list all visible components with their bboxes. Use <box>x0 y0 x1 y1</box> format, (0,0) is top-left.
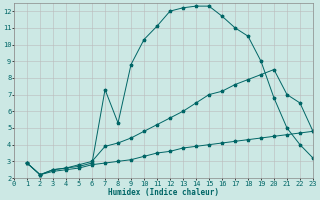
X-axis label: Humidex (Indice chaleur): Humidex (Indice chaleur) <box>108 188 219 197</box>
